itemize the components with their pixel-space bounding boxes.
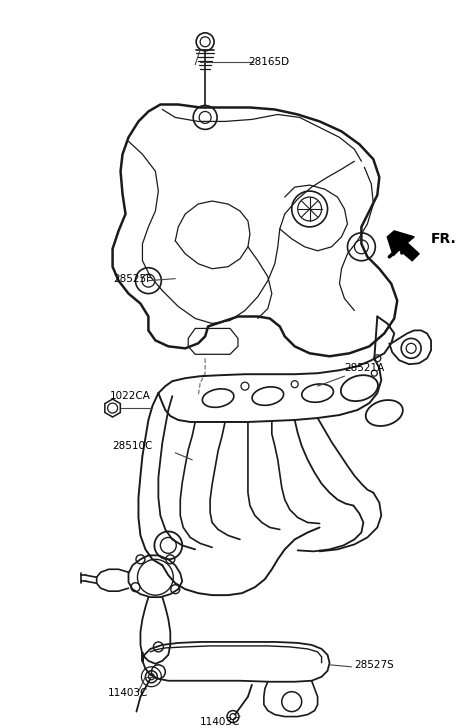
Text: 28525F: 28525F — [113, 273, 152, 284]
Text: 1022CA: 1022CA — [110, 391, 151, 401]
Text: 28165D: 28165D — [248, 57, 289, 67]
Text: 28521A: 28521A — [344, 364, 385, 373]
Text: FR.: FR. — [431, 232, 457, 246]
Polygon shape — [387, 231, 419, 261]
Text: 28510C: 28510C — [112, 441, 152, 451]
Text: 28527S: 28527S — [355, 660, 394, 670]
Text: 11403C: 11403C — [108, 688, 148, 698]
Text: 11403C: 11403C — [200, 717, 240, 726]
